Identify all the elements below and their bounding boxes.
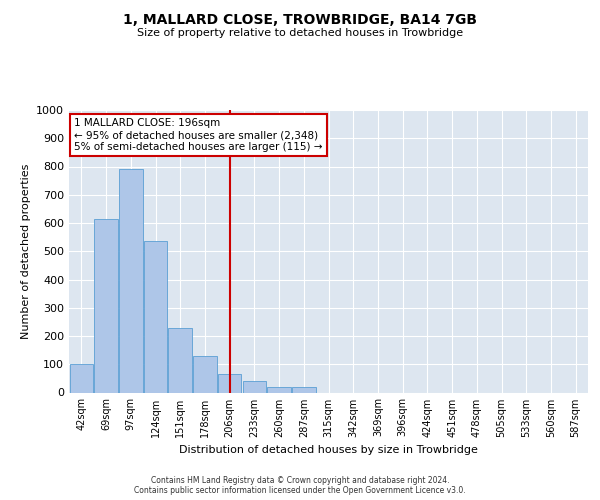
X-axis label: Distribution of detached houses by size in Trowbridge: Distribution of detached houses by size … xyxy=(179,445,478,455)
Bar xyxy=(169,328,192,392)
Text: Size of property relative to detached houses in Trowbridge: Size of property relative to detached ho… xyxy=(137,28,463,38)
Bar xyxy=(70,364,93,392)
Y-axis label: Number of detached properties: Number of detached properties xyxy=(20,164,31,339)
Bar xyxy=(193,356,217,393)
Bar xyxy=(292,387,316,392)
Bar xyxy=(144,242,167,392)
Text: Contains HM Land Registry data © Crown copyright and database right 2024.
Contai: Contains HM Land Registry data © Crown c… xyxy=(134,476,466,495)
Bar xyxy=(94,219,118,392)
Bar xyxy=(242,381,266,392)
Bar xyxy=(119,170,143,392)
Bar xyxy=(268,387,291,392)
Text: 1 MALLARD CLOSE: 196sqm
← 95% of detached houses are smaller (2,348)
5% of semi-: 1 MALLARD CLOSE: 196sqm ← 95% of detache… xyxy=(74,118,323,152)
Text: 1, MALLARD CLOSE, TROWBRIDGE, BA14 7GB: 1, MALLARD CLOSE, TROWBRIDGE, BA14 7GB xyxy=(123,12,477,26)
Bar xyxy=(218,374,241,392)
